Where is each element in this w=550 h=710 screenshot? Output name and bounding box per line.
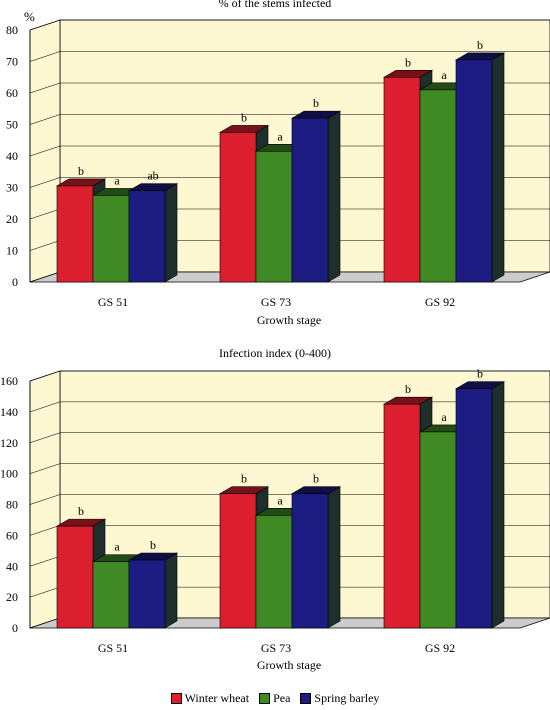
x-axis-label: Growth stage (257, 313, 321, 327)
legend-label-winter-wheat: Winter wheat (184, 690, 250, 705)
legend-swatch-pea (259, 692, 271, 704)
bar-side (327, 486, 341, 629)
bar-front (383, 76, 421, 283)
significance-letter: b (78, 504, 84, 518)
x-tick-label: GS 73 (261, 295, 291, 309)
x-tick-label: GS 51 (98, 641, 128, 655)
significance-letter: a (277, 129, 283, 143)
significance-letter: a (114, 540, 120, 554)
chart-1: 0 10 20 30 40 50 60 70 80 % of the stems infected… (6, 0, 550, 327)
y-tick-label: 20 (6, 212, 18, 226)
legend-item-pea: Pea (259, 691, 290, 706)
bar-front (255, 515, 293, 629)
gridline (29, 51, 550, 62)
bar-front (219, 493, 257, 629)
bar-side (491, 52, 505, 283)
y-tick-label: 140 (0, 405, 18, 419)
y-axis-label: % (24, 9, 35, 24)
significance-letter: ab (147, 169, 158, 183)
bar-front (255, 150, 293, 283)
significance-letter: a (441, 68, 447, 82)
bar-front (56, 525, 94, 629)
bar-front (128, 559, 166, 629)
bar-spring-barley-gs-92 (454, 52, 506, 283)
significance-letter: a (114, 173, 120, 187)
legend-swatch-spring-barley (300, 692, 312, 704)
y-tick-label: 80 (6, 498, 18, 512)
x-axis-label: Growth stage (257, 658, 321, 672)
chart-title: % of the stems infected (219, 0, 332, 10)
bar-front (419, 431, 457, 629)
gridline (29, 370, 550, 382)
y-tick-label: 60 (6, 86, 18, 100)
chart-2: 0 20 40 60 80 100 120 140 160 Infection index (0-… (0, 346, 550, 672)
y-tick-label: 50 (6, 118, 18, 132)
x-tick-label: GS 92 (425, 641, 455, 655)
x-tick-label: GS 92 (425, 295, 455, 309)
significance-letter: a (441, 410, 447, 424)
legend-label-pea: Pea (273, 690, 291, 705)
y-tick-label: 100 (0, 467, 18, 481)
y-tick-label: 20 (6, 590, 18, 604)
bar-spring-barley-gs-51 (127, 552, 179, 629)
bar-spring-barley-gs-51 (127, 183, 179, 283)
significance-letter: b (477, 367, 483, 381)
x-tick-label: GS 51 (98, 295, 128, 309)
significance-letter: b (313, 96, 319, 110)
chart-title: Infection index (0-400) (219, 346, 331, 360)
y-tick-label: 0 (12, 275, 18, 289)
bar-front (455, 59, 493, 283)
significance-letter: b (405, 382, 411, 396)
legend: Winter wheat Pea Spring barley (0, 688, 550, 708)
y-tick-label: 160 (0, 374, 18, 388)
significance-letter: b (241, 110, 247, 124)
bar-spring-barley-gs-73 (290, 486, 342, 629)
legend-label-spring-barley: Spring barley (314, 690, 380, 705)
bar-side (164, 183, 178, 283)
bar-front (128, 190, 166, 283)
bar-side (491, 381, 505, 629)
bar-front (291, 117, 329, 283)
significance-letter: b (313, 472, 319, 486)
legend-item-spring-barley: Spring barley (300, 691, 379, 706)
bar-front (455, 388, 493, 629)
bar-front (419, 89, 457, 283)
significance-letter: b (78, 164, 84, 178)
legend-item-winter-wheat: Winter wheat (170, 690, 250, 706)
y-tick-label: 0 (12, 621, 18, 635)
y-tick-label: 30 (6, 181, 18, 195)
bar-spring-barley-gs-92 (454, 381, 506, 629)
significance-letter: b (150, 538, 156, 552)
x-tick-label: GS 73 (261, 641, 291, 655)
bar-front (92, 195, 130, 283)
y-tick-label: 40 (6, 559, 18, 573)
bar-side (164, 552, 178, 629)
significance-letter: b (241, 472, 247, 486)
gridline (29, 19, 550, 31)
bar-front (56, 185, 94, 283)
bar-side (327, 110, 341, 283)
significance-letter: b (477, 38, 483, 52)
gridline (29, 401, 550, 413)
bar-front (92, 561, 130, 629)
legend-swatch-winter-wheat (170, 692, 182, 704)
bar-front (291, 493, 329, 629)
y-tick-label: 80 (6, 23, 18, 37)
y-tick-label: 40 (6, 149, 18, 163)
bar-spring-barley-gs-73 (290, 110, 342, 283)
significance-letter: b (405, 55, 411, 69)
y-tick-label: 10 (6, 244, 18, 258)
y-tick-label: 70 (6, 55, 18, 69)
significance-letter: a (277, 493, 283, 507)
y-tick-label: 60 (6, 528, 18, 542)
bar-front (383, 403, 421, 629)
y-tick-label: 120 (0, 436, 18, 450)
bar-front (219, 132, 257, 283)
